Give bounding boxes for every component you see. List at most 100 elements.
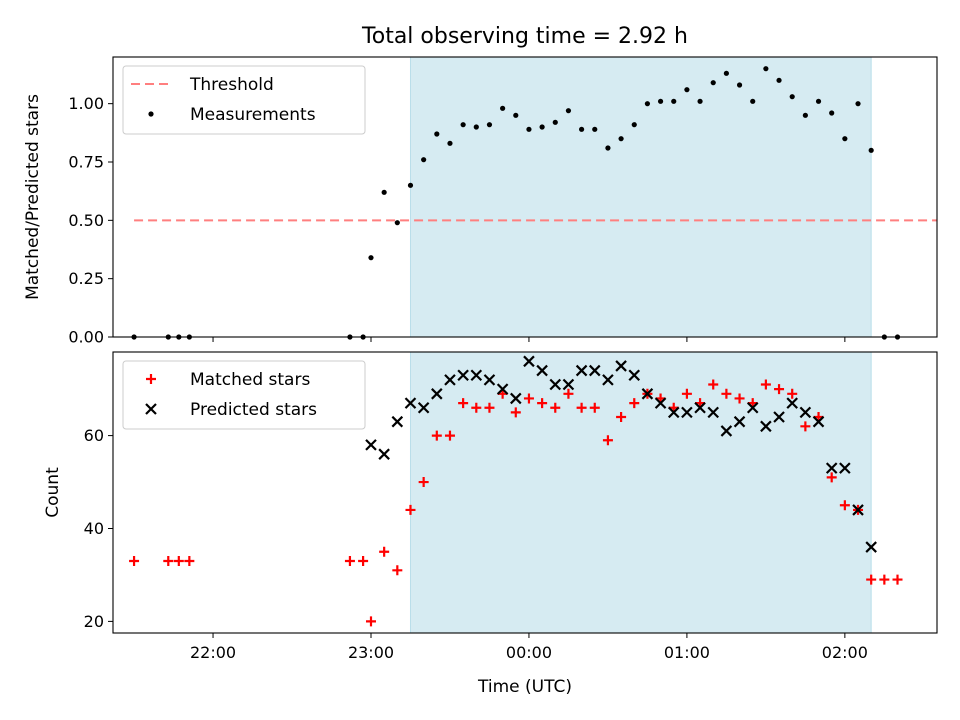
measurement-point (657, 98, 664, 104)
predicted-star-point (404, 397, 417, 409)
y-tick-label: 0.25 (68, 269, 104, 288)
predicted-star-point (602, 374, 614, 386)
matched-star-point (892, 574, 903, 585)
matched-star-point (734, 393, 745, 404)
measurement-point (802, 112, 808, 118)
matched-star-point (879, 574, 890, 585)
measurement-point (750, 98, 756, 104)
predicted-star-point (417, 401, 430, 414)
matched-star-point (173, 556, 184, 567)
matched-star-point (866, 574, 877, 585)
measurement-point (539, 124, 545, 130)
predicted-star-point (852, 504, 864, 516)
predicted-star-point (496, 383, 509, 395)
top-observing-window (409, 56, 872, 338)
predicted-star-point (760, 420, 772, 433)
measurement-point (592, 126, 598, 132)
measurement-point (368, 255, 374, 261)
matched-star-point (365, 616, 376, 627)
bottom-observing-window (409, 351, 872, 634)
top-panel: 0.00 0.25 0.50 0.75 1.00 Total observing tim… (23, 24, 938, 347)
legend-swatch (146, 374, 156, 384)
predicted-star-point (641, 388, 654, 400)
predicted-star-point (523, 355, 535, 368)
predicted-star-point (431, 388, 443, 400)
matched-star-point (358, 556, 369, 567)
x-axis-label: Time (UTC) (477, 677, 572, 697)
predicted-star-point (865, 541, 877, 553)
predicted-star-point (378, 448, 390, 460)
y-tick-label: 0.00 (68, 328, 104, 347)
matched-star-point (708, 379, 719, 390)
measurement-point (697, 98, 703, 104)
measurement-point (789, 94, 795, 100)
y-tick-label: 0.75 (68, 153, 104, 172)
legend-frame (122, 65, 366, 135)
matched-star-point (537, 398, 548, 409)
matched-star-point (129, 556, 140, 567)
predicted-star-point (588, 364, 601, 377)
matched-star-point (405, 504, 416, 515)
chart-title: Total observing time = 2.92 h (361, 24, 688, 49)
measurement-point (855, 101, 861, 107)
measurement-point (526, 126, 532, 132)
matched-star-point (774, 384, 785, 395)
legend-frame (122, 360, 366, 430)
measurement-point (552, 119, 558, 125)
predicted-star-point (470, 369, 483, 382)
measurement-point (723, 70, 729, 76)
predicted-star-point (457, 369, 469, 382)
predicted-star-point (562, 378, 575, 391)
measurement-point (868, 147, 874, 153)
measurement-point (842, 136, 848, 142)
matched-star-point (431, 430, 442, 441)
measurement-point (565, 108, 572, 114)
legend-swatch (145, 403, 157, 415)
matched-star-point (510, 407, 521, 418)
predicted-star-point (773, 411, 785, 423)
predicted-star-point (825, 462, 838, 474)
measurement-point (710, 80, 716, 86)
bottom-x-ticks: 22:00 23:00 00:00 01:00 02:00 (190, 633, 868, 662)
matched-star-point (550, 402, 561, 413)
measurement-point (829, 110, 835, 116)
legend-label: Measurements (190, 105, 316, 125)
matched-star-point (184, 556, 195, 567)
predicted-star-point (799, 406, 812, 419)
matched-star-point (392, 565, 403, 576)
bottom-panel: 20 40 60 22:00 23:00 00:00 01:00 02:00 Time (U… (43, 351, 938, 697)
predicted-star-point (720, 425, 733, 437)
predicted-star-point (812, 415, 825, 428)
legend-label: Matched stars (190, 370, 310, 390)
matched-star-point (839, 500, 850, 511)
matched-star-point (576, 402, 587, 413)
top-legend: Threshold Measurements (122, 65, 366, 135)
measurement-point (394, 220, 400, 226)
measurement-point (486, 122, 493, 128)
matched-star-point (523, 393, 534, 404)
matched-star-point (344, 556, 355, 567)
measurement-point (447, 140, 453, 146)
x-tick-label: 01:00 (664, 643, 710, 662)
matched-star-point (616, 412, 627, 423)
y-tick-label: 0.50 (68, 211, 104, 230)
matched-star-point (681, 388, 692, 399)
measurement-point (618, 136, 624, 142)
predicted-star-point (733, 415, 746, 428)
bottom-plot-area (129, 355, 903, 627)
matched-star-point (602, 435, 613, 446)
x-tick-label: 02:00 (822, 643, 868, 662)
matched-star-point (589, 402, 600, 413)
predicted-star-point (615, 360, 627, 372)
matched-star-point (563, 388, 574, 399)
predicted-star-point (786, 397, 798, 409)
predicted-star-point (575, 364, 588, 377)
predicted-star-point (444, 374, 456, 386)
y-tick-label: 1.00 (68, 94, 104, 113)
measurement-point (684, 87, 690, 93)
matched-star-point (484, 402, 495, 413)
top-y-ticks: 0.00 0.25 0.50 0.75 1.00 (68, 94, 113, 347)
measurement-point (473, 124, 479, 130)
bottom-legend: Matched stars Predicted stars (122, 360, 366, 430)
predicted-star-point (654, 397, 667, 409)
